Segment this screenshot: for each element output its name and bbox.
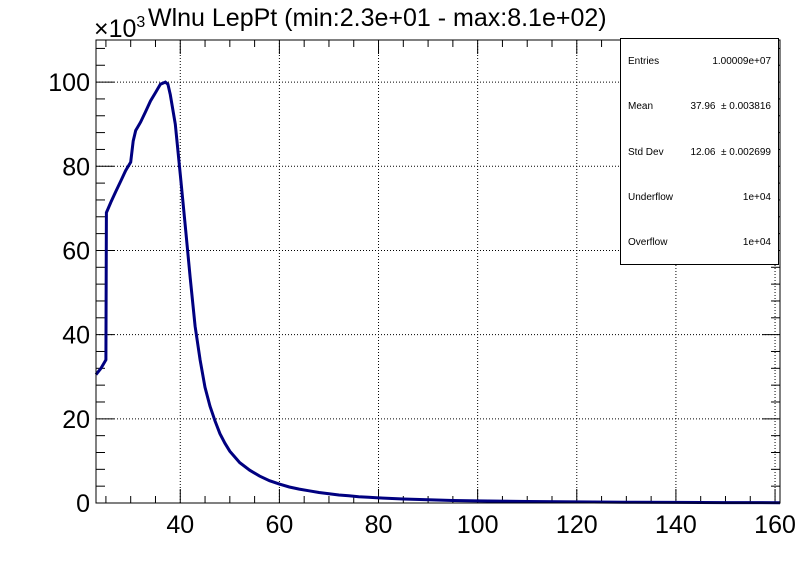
y-tick-label: 20: [62, 406, 90, 434]
x-tick-label: 40: [166, 511, 194, 539]
y-tick-label: 100: [48, 69, 90, 97]
series-line: [94, 80, 781, 505]
stats-box: Entries 1.00009e+07 Mean 37.96 ± 0.00381…: [620, 38, 779, 265]
y-multiplier: ×103: [94, 14, 145, 43]
stats-entries-label: Entries: [628, 56, 660, 67]
x-tick-label: 60: [265, 511, 293, 539]
x-tick-label: 80: [365, 511, 393, 539]
stats-mean-label: Mean: [628, 101, 654, 112]
chart-title: Wlnu LepPt (min:2.3e+01 - max:8.1e+02): [148, 4, 607, 32]
stats-entries-value: 1.00009e+07: [712, 56, 771, 67]
plot-frame: [95, 39, 781, 504]
x-tick-label: 120: [556, 511, 598, 539]
x-tick-labels: 40 60 80 100 120 140 160: [166, 511, 796, 539]
stats-overflow-label: Overflow: [628, 237, 668, 248]
stats-stddev-label: Std Dev: [628, 147, 664, 158]
x-tick-label: 160: [754, 511, 796, 539]
stats-underflow-value: 1e+04: [742, 192, 771, 203]
stats-overflow-value: 1e+04: [742, 237, 771, 248]
stats-mean-row: Mean 37.96 ± 0.003816: [628, 101, 771, 115]
y-tick-labels: 0 20 40 60 80 100: [48, 69, 90, 518]
x-tick-label: 100: [457, 511, 499, 539]
y-tick-label: 40: [62, 322, 90, 350]
y-tick-label: 80: [62, 153, 90, 181]
stats-stddev-value: 12.06 ± 0.002699: [690, 147, 771, 158]
y-tick-label: 0: [76, 490, 90, 518]
stats-mean-value: 37.96 ± 0.003816: [690, 101, 771, 112]
stats-stddev-row: Std Dev 12.06 ± 0.002699: [628, 147, 771, 161]
y-tick-label: 60: [62, 237, 90, 265]
stats-entries-row: Entries 1.00009e+07: [628, 56, 771, 70]
stats-underflow-row: Underflow 1e+04: [628, 192, 771, 206]
x-tick-label: 140: [655, 511, 697, 539]
stats-underflow-label: Underflow: [628, 192, 674, 203]
stats-overflow-row: Overflow 1e+04: [628, 237, 771, 251]
